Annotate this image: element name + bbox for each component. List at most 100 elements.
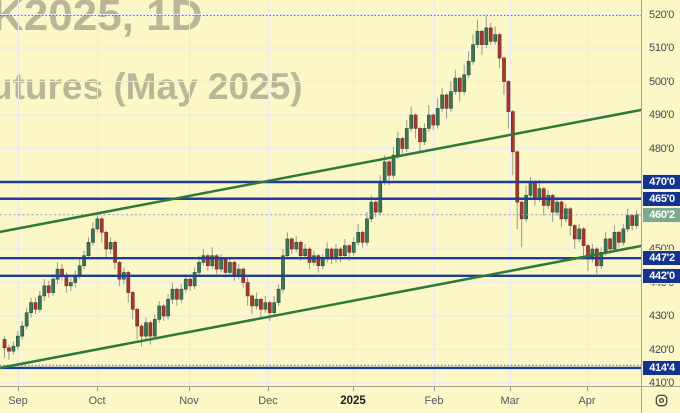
candle-up bbox=[449, 91, 453, 109]
candle-up bbox=[157, 305, 162, 320]
candle-down bbox=[418, 128, 422, 143]
candle-down bbox=[488, 27, 493, 42]
candle-down bbox=[541, 188, 546, 206]
candle-down bbox=[497, 34, 502, 59]
price-level-badge[interactable]: 442'0 bbox=[642, 267, 680, 284]
time-axis-label: Dec bbox=[258, 395, 278, 407]
candle-down bbox=[630, 215, 635, 226]
candle-up bbox=[391, 154, 396, 176]
candle-up bbox=[365, 218, 369, 243]
candle-down bbox=[64, 275, 69, 287]
candle-up bbox=[24, 312, 29, 327]
candle-up bbox=[484, 27, 489, 45]
price-level-badge[interactable]: 465'0 bbox=[642, 190, 680, 207]
candle-down bbox=[126, 272, 131, 293]
candle-up bbox=[537, 188, 542, 200]
price-scale-settings-gear-icon[interactable] bbox=[654, 393, 669, 408]
candle-up bbox=[528, 181, 533, 196]
candle-up bbox=[272, 302, 277, 313]
candle-down bbox=[7, 347, 11, 352]
candle-down bbox=[519, 201, 524, 220]
candle-up bbox=[210, 255, 215, 267]
candle-up bbox=[356, 231, 361, 243]
candle-up bbox=[440, 94, 444, 109]
candle-up bbox=[192, 272, 197, 287]
candle-up bbox=[382, 161, 387, 183]
chart-pane[interactable]: K2025, 1D utures (May 2025) bbox=[0, 0, 641, 386]
candle-down bbox=[161, 305, 166, 317]
candle-down bbox=[480, 30, 484, 45]
candle-up bbox=[15, 335, 20, 347]
candle-down bbox=[298, 242, 303, 257]
candle-down bbox=[175, 288, 179, 300]
candle-up bbox=[612, 231, 617, 250]
candle-up bbox=[294, 242, 299, 250]
candle-up bbox=[108, 242, 113, 250]
time-axis-tick bbox=[18, 387, 19, 391]
candle-up bbox=[170, 288, 175, 300]
candle-down bbox=[568, 208, 573, 226]
candle-down bbox=[515, 151, 520, 203]
trendline[interactable] bbox=[0, 244, 641, 370]
candle-down bbox=[444, 94, 449, 109]
candlestick-chart-canvas[interactable] bbox=[0, 0, 641, 386]
candle-up bbox=[144, 322, 148, 337]
candle-down bbox=[2, 339, 7, 349]
candle-up bbox=[55, 268, 60, 280]
price-level-badge[interactable]: 470'0 bbox=[642, 174, 680, 190]
price-tick-label: 520'0 bbox=[649, 8, 675, 21]
candle-up bbox=[254, 298, 259, 307]
candle-down bbox=[117, 262, 122, 280]
candle-down bbox=[33, 302, 38, 310]
candle-up bbox=[219, 258, 223, 270]
time-axis-label: 2025 bbox=[340, 395, 366, 407]
candle-down bbox=[413, 114, 418, 129]
candle-down bbox=[113, 242, 117, 263]
candle-down bbox=[232, 262, 237, 277]
time-axis-tick bbox=[353, 387, 354, 391]
candle-up bbox=[577, 228, 581, 240]
candle-down bbox=[338, 248, 343, 257]
candle-up bbox=[276, 288, 281, 303]
candle-down bbox=[510, 111, 515, 153]
candle-up bbox=[183, 278, 188, 290]
candle-down bbox=[347, 245, 352, 253]
price-level-badge[interactable]: 447'2 bbox=[642, 250, 680, 267]
price-axis[interactable]: 520'0510'0500'0490'0480'0450'0440'0430'0… bbox=[641, 0, 680, 389]
candle-up bbox=[462, 74, 467, 92]
axis-corner-cell bbox=[641, 386, 680, 413]
candle-up bbox=[95, 218, 100, 230]
candle-up bbox=[427, 114, 431, 129]
candle-up bbox=[396, 138, 400, 156]
candle-up bbox=[378, 181, 383, 213]
candle-up bbox=[82, 255, 86, 267]
time-axis-label: Mar bbox=[500, 395, 520, 407]
candle-up bbox=[422, 128, 427, 143]
candle-up bbox=[303, 248, 307, 257]
time-axis-label: Apr bbox=[578, 395, 596, 407]
trendline[interactable] bbox=[0, 108, 641, 234]
candle-up bbox=[603, 238, 608, 253]
candle-up bbox=[285, 238, 290, 257]
candle-up bbox=[263, 302, 268, 310]
candle-down bbox=[135, 309, 140, 327]
candle-down bbox=[400, 138, 405, 149]
price-level-badge[interactable]: 414'4 bbox=[642, 359, 680, 376]
candle-up bbox=[166, 298, 170, 317]
candle-up bbox=[29, 302, 33, 313]
time-axis-label: Oct bbox=[88, 395, 106, 407]
time-axis[interactable]: Sep Oct Nov Dec 2025 Feb Mar Apr bbox=[0, 386, 641, 413]
current-price-badge[interactable]: 460'2 bbox=[642, 206, 680, 223]
candle-down bbox=[457, 77, 462, 92]
candle-up bbox=[524, 195, 528, 220]
candle-up bbox=[152, 319, 157, 337]
candle-up bbox=[475, 30, 480, 45]
candle-down bbox=[307, 248, 312, 263]
time-axis-label: Sep bbox=[8, 395, 28, 407]
candle-down bbox=[139, 325, 144, 337]
candle-down bbox=[316, 255, 321, 267]
price-tick-label: 480'0 bbox=[649, 142, 675, 155]
candle-down bbox=[533, 181, 537, 200]
candle-down bbox=[104, 231, 109, 250]
